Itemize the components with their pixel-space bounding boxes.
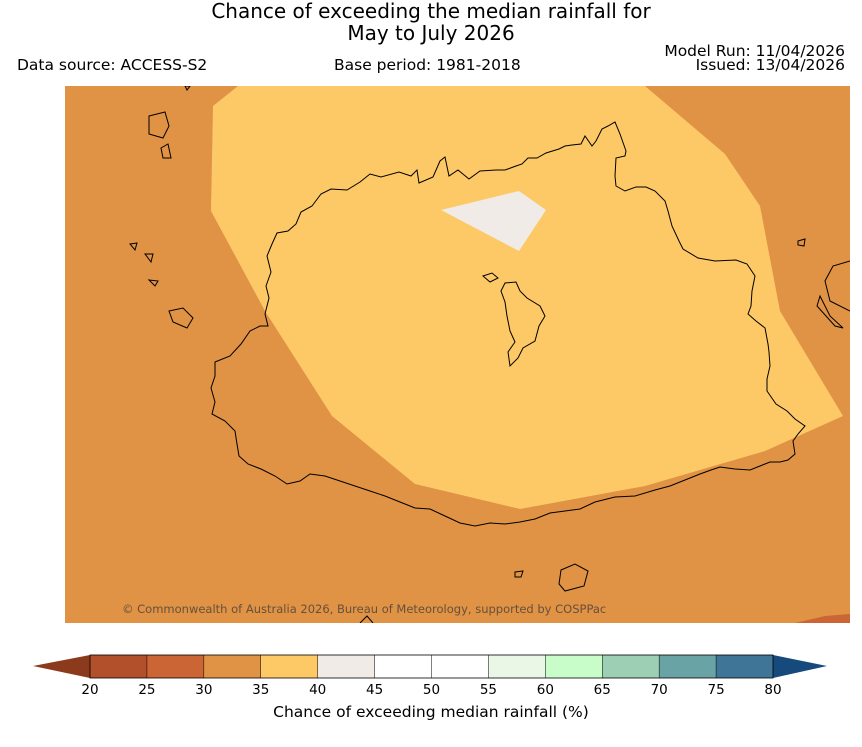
colorbar-bin-40-45 (317, 655, 376, 678)
colorbar-tick-label: 50 (422, 682, 441, 698)
colorbar-bin-20-25 (90, 655, 148, 678)
colorbar-high-extend (773, 655, 827, 678)
mainland-coastline (210, 121, 806, 527)
island-west-1 (148, 111, 170, 139)
colorbar-bin-70-75 (659, 655, 717, 678)
island-east-2 (824, 260, 850, 312)
colorbar-bin-75-80 (716, 655, 774, 678)
island-west-2 (160, 143, 172, 159)
colorbar-tick-label: 20 (81, 682, 99, 698)
small-islet (482, 272, 499, 283)
island-east-3 (816, 294, 844, 329)
colorbar-low-extend (33, 655, 90, 678)
island-top (184, 86, 191, 91)
region-25-30 (795, 614, 850, 623)
colorbar-label: Chance of exceeding median rainfall (%) (273, 703, 589, 721)
colorbar-bins (90, 655, 774, 678)
colorbar-tick-label: 45 (365, 682, 384, 698)
colorbar-tick-label: 65 (593, 682, 611, 698)
inner-island-coastline (500, 281, 546, 368)
island-west-4 (144, 253, 154, 264)
island-west-3 (168, 307, 194, 329)
colorbar-tick-label: 55 (479, 682, 497, 698)
colorbar-tick-label: 30 (195, 682, 213, 698)
island-south-2 (558, 563, 589, 592)
colorbar-bin-30-35 (203, 655, 262, 678)
island-west-5 (129, 242, 138, 252)
colorbar-tick-label: 40 (309, 682, 327, 698)
island-east-1 (797, 238, 806, 247)
colorbar (33, 654, 827, 679)
colorbar-bin-60-65 (545, 655, 603, 678)
island-bottom-edge (359, 615, 374, 623)
coastlines (129, 86, 850, 623)
colorbar-tick-label: 35 (252, 682, 270, 698)
island-west-6 (147, 279, 159, 287)
colorbar-tick-label: 25 (138, 682, 156, 698)
model-run: Model Run: 11/04/2026 (664, 42, 845, 60)
colorbar-bin-25-30 (146, 655, 205, 678)
map-title: Chance of exceeding the median rainfall … (211, 0, 651, 23)
colorbar-bin-55-60 (488, 655, 546, 678)
copyright-text: © Commonwealth of Australia 2026, Bureau… (122, 602, 606, 616)
rainfall-map: © Commonwealth of Australia 2026, Bureau… (65, 86, 850, 623)
colorbar-tick-label: 60 (536, 682, 554, 698)
issued-date: Issued: 13/04/2026 (695, 56, 845, 74)
colorbar-bin-35-40 (260, 655, 319, 678)
island-south-1 (514, 570, 524, 578)
map-subtitle: May to July 2026 (347, 21, 515, 45)
colorbar-frame (89, 654, 774, 679)
colorbar-bin-65-70 (602, 655, 660, 678)
colorbar-tick-label: 75 (707, 682, 725, 698)
colorbar-bin-45-50 (374, 655, 432, 678)
data-source: Data source: ACCESS-S2 (17, 56, 208, 74)
colorbar-tick-label: 80 (764, 682, 782, 698)
region-40-45 (441, 191, 546, 251)
colorbar-bin-50-55 (431, 655, 489, 678)
base-period: Base period: 1981-2018 (334, 56, 521, 74)
colorbar-tick-label: 70 (650, 682, 668, 698)
